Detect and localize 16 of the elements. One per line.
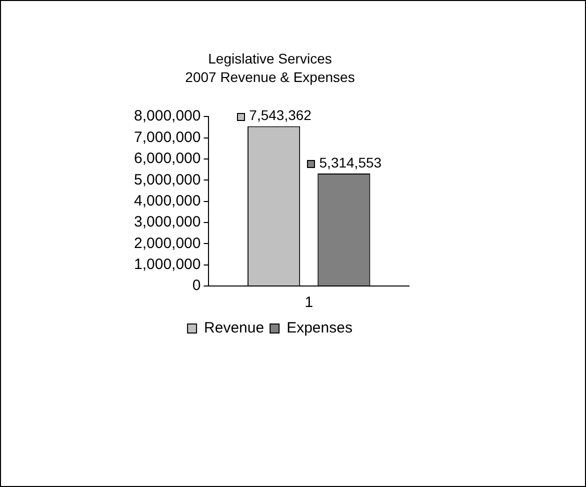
y-tick-label: 2,000,000 — [134, 234, 201, 252]
legend-label: Expenses — [286, 320, 352, 337]
data-label: 7,543,362 — [249, 107, 312, 124]
y-tick-label: 4,000,000 — [134, 192, 201, 210]
x-tick-label: 1 — [304, 294, 314, 312]
legend-label: Revenue — [204, 320, 264, 337]
y-tick-label: 7,000,000 — [134, 128, 201, 146]
data-label: 5,314,553 — [319, 154, 382, 170]
y-tick-label: 1,000,000 — [134, 256, 201, 273]
y-tick-label: 0 — [192, 277, 201, 294]
y-tick-label: 8,000,000 — [134, 108, 201, 125]
chart-title: Legislative Services — [208, 50, 332, 66]
chart-subtitle: 2007 Revenue & Expenses — [185, 69, 355, 86]
y-tick-label: 3,000,000 — [134, 214, 201, 231]
y-tick-label: 5,000,000 — [134, 171, 201, 188]
y-tick-label: 6,000,000 — [134, 150, 201, 168]
